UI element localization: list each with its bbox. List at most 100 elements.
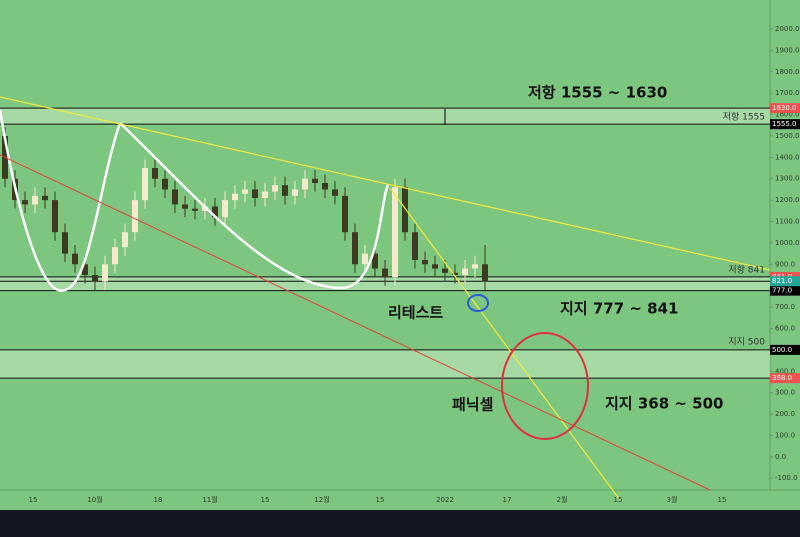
annotation: 지지 777 ~ 841: [560, 300, 678, 318]
zone: [0, 349, 770, 379]
candle-body: [362, 253, 368, 265]
cup-curve: [119, 122, 390, 290]
candle-body: [92, 274, 98, 282]
retest-circle: [467, 294, 489, 312]
background: [0, 0, 800, 510]
candle-body: [162, 178, 168, 190]
candle-body: [62, 232, 68, 254]
candle-body: [32, 195, 38, 205]
candle-body: [372, 253, 378, 269]
candle-body: [262, 191, 268, 198]
candle-body: [132, 200, 138, 233]
y-tick-label: 1500.0: [775, 132, 800, 140]
candle-body: [402, 187, 408, 233]
y-tick-label: 2000.0: [775, 25, 800, 33]
price-tag-label: 777.0: [772, 287, 792, 295]
candle-body: [42, 195, 48, 201]
x-tick-label: 15: [614, 496, 623, 504]
y-tick-label: 300.0: [775, 389, 795, 397]
y-tick-label: 1000.0: [775, 239, 800, 247]
annotation: 저항 1555 ~ 1630: [528, 84, 667, 102]
y-tick-label: 100.0: [775, 431, 795, 439]
annotation: 패닉셀: [452, 396, 493, 414]
y-tick-label: 900.0: [775, 260, 795, 268]
candle-body: [242, 189, 248, 194]
y-tick-label: 1100.0: [775, 218, 800, 226]
candle-body: [442, 268, 448, 273]
candle-body: [422, 260, 428, 265]
x-tick-label: 2022: [436, 496, 454, 504]
price-tag: [770, 344, 800, 355]
annotation: 저항 1555: [723, 112, 765, 123]
price-tag: [770, 285, 800, 296]
trendline: [389, 187, 621, 501]
candle-body: [312, 178, 318, 184]
trendline: [0, 154, 711, 491]
price-tag: [770, 276, 800, 287]
annotation: 지지 368 ~ 500: [605, 395, 723, 413]
candle-body: [292, 189, 298, 196]
candle-body: [332, 189, 338, 196]
candle-body: [52, 200, 58, 233]
y-tick-label: 1800.0: [775, 68, 800, 76]
candle-body: [222, 200, 228, 218]
x-tick-label: 17: [503, 496, 512, 504]
x-tick-label: 2월: [557, 495, 568, 504]
annotation: 지지 500: [728, 337, 765, 348]
candle-body: [102, 264, 108, 282]
candle-body: [472, 264, 478, 269]
candle-body: [382, 268, 388, 278]
price-tag-label: 1630.0: [772, 104, 797, 112]
candle-body: [352, 232, 358, 265]
y-tick-label: 400.0: [775, 367, 795, 375]
candle-body: [482, 264, 488, 282]
x-tick-label: 11월: [202, 495, 217, 504]
candle-body: [272, 185, 278, 192]
candle-body: [462, 268, 468, 275]
price-tag-label: 1555.0: [772, 120, 797, 128]
candle-body: [452, 272, 458, 275]
candle-body: [112, 247, 118, 265]
y-tick-label: 1400.0: [775, 153, 800, 161]
candle-body: [152, 168, 158, 179]
cup-curve: [0, 109, 122, 292]
price-tag-label: 500.0: [772, 346, 792, 354]
candle-body: [122, 232, 128, 248]
y-tick-label: 1300.0: [775, 175, 800, 183]
price-tag-label: 368.0: [772, 374, 792, 382]
candle-body: [342, 195, 348, 233]
y-tick-label: -100.0: [775, 474, 798, 482]
x-tick-label: 12월: [314, 495, 329, 504]
y-tick-label: 1700.0: [775, 89, 800, 97]
x-tick-label: 15: [29, 496, 38, 504]
candle-body: [192, 208, 198, 211]
x-tick-label: 3월: [667, 495, 678, 504]
candle-body: [172, 189, 178, 205]
y-tick-label: 1600.0: [775, 111, 800, 119]
y-tick-label: 1200.0: [775, 196, 800, 204]
y-tick-label: 600.0: [775, 324, 795, 332]
annotation: 리테스트: [388, 304, 443, 322]
candle-body: [212, 206, 218, 218]
candle-body: [252, 189, 258, 198]
y-tick-label: 0.0: [775, 453, 786, 461]
price-tag: [770, 103, 800, 114]
price-tag: [770, 119, 800, 130]
x-tick-label: 15: [718, 496, 727, 504]
x-tick-label: 15: [376, 496, 385, 504]
candle-body: [392, 187, 398, 278]
candle-body: [82, 264, 88, 275]
candle-body: [322, 183, 328, 190]
candle-body: [72, 253, 78, 265]
zone: [0, 108, 770, 125]
candle-body: [432, 264, 438, 269]
y-tick-label: 200.0: [775, 410, 795, 418]
candle-body: [142, 168, 148, 201]
x-tick-label: 10월: [87, 495, 102, 504]
candle-body: [232, 193, 238, 201]
x-tick-label: 15: [261, 496, 270, 504]
y-tick-label: 1900.0: [775, 46, 800, 54]
candle-body: [412, 232, 418, 261]
annotation: 저항 841: [728, 265, 765, 276]
